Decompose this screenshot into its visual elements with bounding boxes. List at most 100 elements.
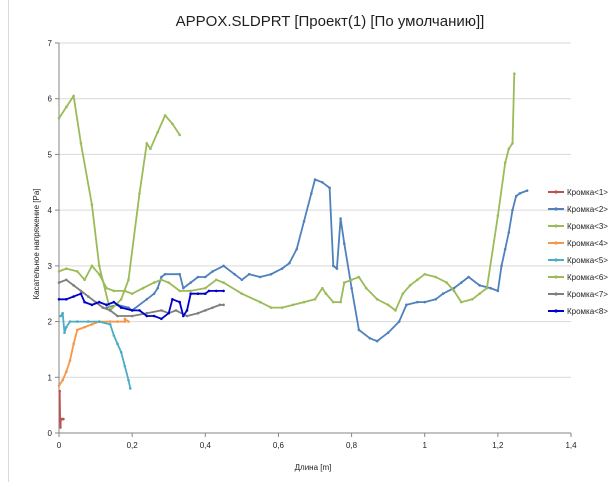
data-point xyxy=(357,275,361,279)
legend-label: Кромка<8> xyxy=(567,307,608,316)
legend-item: Кромка<5> xyxy=(548,256,608,265)
data-point xyxy=(163,114,167,117)
y-tick-label: 1 xyxy=(48,373,53,382)
data-point xyxy=(138,192,141,195)
gridlines xyxy=(59,42,571,378)
data-point xyxy=(90,323,94,326)
data-point xyxy=(423,300,427,304)
data-point xyxy=(280,306,284,309)
data-point xyxy=(65,325,68,329)
data-point xyxy=(302,219,306,223)
data-point xyxy=(218,303,222,307)
data-point xyxy=(222,289,225,293)
legend-marker xyxy=(554,275,558,279)
data-point xyxy=(145,314,149,318)
data-point xyxy=(507,231,511,234)
legend-marker xyxy=(554,190,558,194)
data-point xyxy=(145,141,149,145)
data-point xyxy=(127,378,130,382)
data-point xyxy=(112,300,116,304)
data-point xyxy=(478,292,481,296)
data-point xyxy=(83,300,86,304)
legend-item: Кромка<1> xyxy=(548,188,608,197)
data-point xyxy=(57,116,61,120)
data-point xyxy=(174,309,178,312)
data-point xyxy=(108,320,112,323)
data-point xyxy=(478,284,481,287)
data-point xyxy=(163,272,167,276)
legend-marker xyxy=(554,241,558,245)
x-tick-label: 1,2 xyxy=(492,441,504,450)
data-point xyxy=(62,417,65,421)
x-tick-label: 0,8 xyxy=(346,441,358,450)
data-point xyxy=(350,278,353,282)
data-point xyxy=(86,320,90,323)
data-point xyxy=(138,309,141,312)
data-point xyxy=(185,309,189,312)
data-point xyxy=(97,264,101,268)
data-point xyxy=(79,292,83,296)
data-point xyxy=(339,300,342,304)
data-point xyxy=(182,314,185,318)
data-point xyxy=(375,297,379,301)
data-point xyxy=(423,272,427,276)
data-point xyxy=(386,303,390,307)
data-point xyxy=(189,281,192,284)
data-point xyxy=(152,281,156,284)
data-point xyxy=(203,292,207,296)
data-point xyxy=(79,289,83,293)
data-point xyxy=(178,289,181,293)
data-point xyxy=(514,194,518,198)
data-point xyxy=(211,270,214,273)
series-line xyxy=(58,95,181,312)
data-point xyxy=(83,278,86,282)
data-point xyxy=(459,281,463,284)
data-point xyxy=(90,303,94,307)
data-point xyxy=(90,264,94,268)
data-point xyxy=(57,297,61,301)
data-point xyxy=(145,297,149,301)
data-point xyxy=(167,311,171,315)
series-line xyxy=(58,73,516,312)
data-point xyxy=(416,278,419,282)
data-point xyxy=(123,317,127,321)
data-point xyxy=(313,178,317,181)
data-point xyxy=(119,350,123,354)
data-point xyxy=(416,300,419,304)
data-point xyxy=(156,130,160,134)
data-point xyxy=(171,122,174,126)
data-point xyxy=(57,270,61,273)
data-point xyxy=(269,306,273,309)
data-point xyxy=(65,278,68,282)
data-point xyxy=(141,286,145,290)
data-point xyxy=(149,147,152,151)
data-point xyxy=(357,328,361,332)
data-point xyxy=(247,272,251,276)
data-point xyxy=(68,359,72,362)
data-point xyxy=(240,292,244,296)
data-point xyxy=(445,281,448,284)
data-point xyxy=(65,267,68,270)
data-point xyxy=(65,297,68,301)
data-point xyxy=(72,284,75,287)
data-point xyxy=(68,320,72,323)
data-point xyxy=(375,339,379,343)
y-tick-label: 7 xyxy=(48,39,53,48)
legend-label: Кромка<7> xyxy=(567,290,608,299)
data-point xyxy=(295,247,299,251)
data-point xyxy=(507,147,511,151)
data-point xyxy=(127,278,130,282)
frame-divider xyxy=(8,0,9,482)
data-point xyxy=(489,286,492,290)
chart-title: APPOX.SLDPRT [Проект(1) [По умолчанию]] xyxy=(176,13,485,30)
data-point xyxy=(171,297,174,301)
data-point xyxy=(156,286,160,290)
series-6 xyxy=(57,94,181,312)
legend-label: Кромка<3> xyxy=(567,222,608,231)
series-lines xyxy=(57,72,529,429)
legend-marker xyxy=(554,292,558,296)
data-point xyxy=(97,300,101,304)
y-tick-label: 3 xyxy=(48,262,53,271)
y-tick-label: 0 xyxy=(48,429,53,438)
x-tick-label: 1,4 xyxy=(565,441,577,450)
